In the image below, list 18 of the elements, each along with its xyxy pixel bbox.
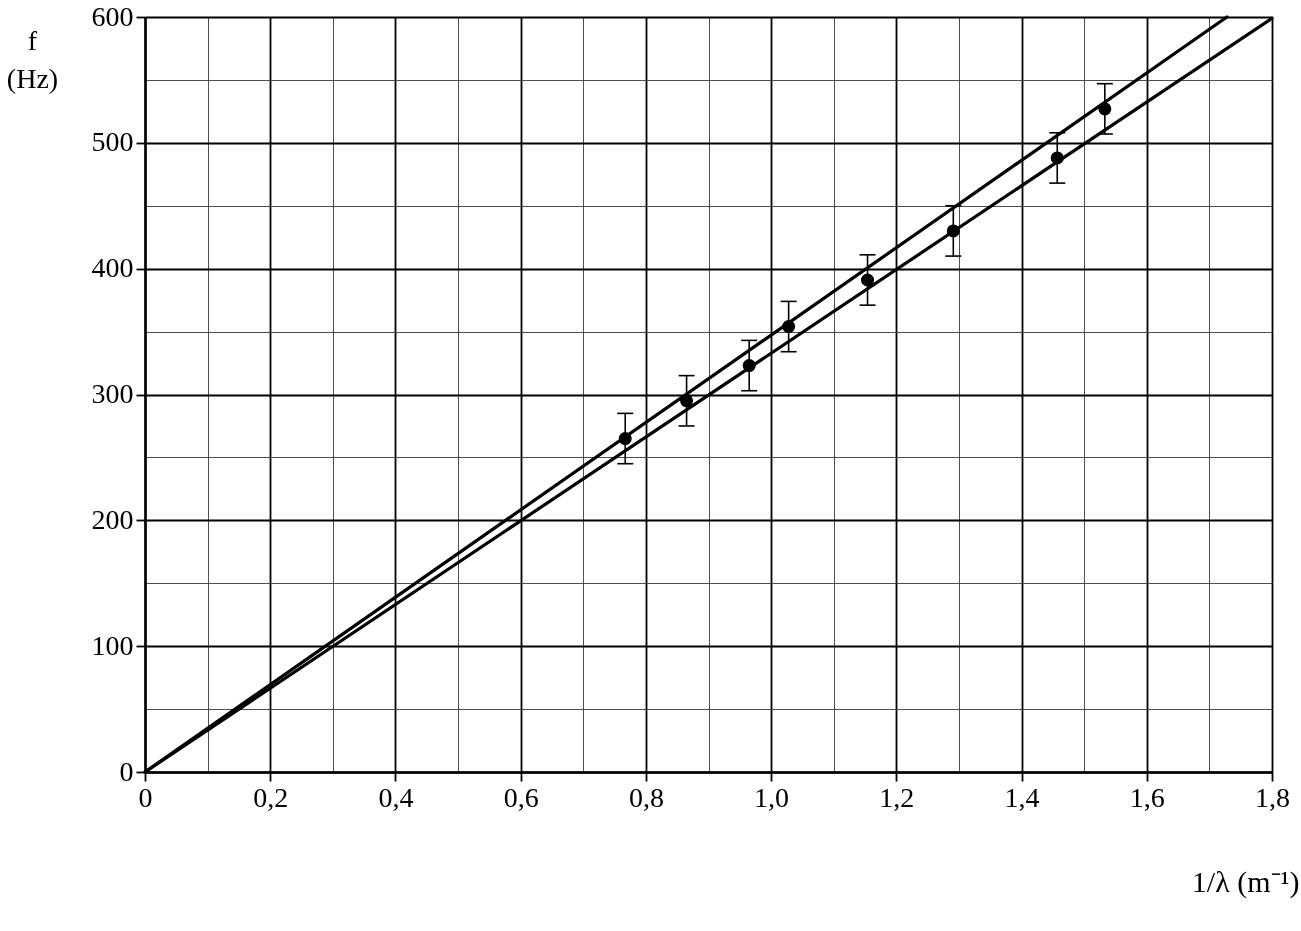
x-axis-title: 1/λ (m⁻¹) xyxy=(1191,864,1300,899)
y-tick-label: 300 xyxy=(91,378,134,409)
y-tick-label: 0 xyxy=(119,755,134,787)
x-tick-label: 1,4 xyxy=(1004,781,1040,813)
x-tick-label: 0,2 xyxy=(253,781,289,813)
x-tick-label: 1,0 xyxy=(754,781,790,813)
y-tick-label: 400 xyxy=(91,252,134,284)
y-tick-label: 200 xyxy=(91,503,134,535)
y-tick-label: 500 xyxy=(91,126,134,158)
x-tick-label: 0,6 xyxy=(503,781,539,813)
x-tick-label: 0,4 xyxy=(378,781,414,813)
x-tick-label: 0,8 xyxy=(628,781,664,813)
y-tick-label: 100 xyxy=(91,629,134,661)
x-tick-label: 1,6 xyxy=(1129,781,1165,813)
x-tick-label: 1,8 xyxy=(1255,781,1290,813)
y-tick-label: 600 xyxy=(91,0,134,32)
x-tick-label: 1,2 xyxy=(879,781,915,813)
y-axis-title: f (Hz) xyxy=(6,24,59,94)
